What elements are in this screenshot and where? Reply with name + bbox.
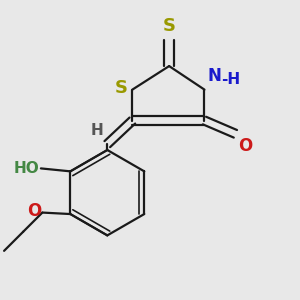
Text: S: S [115, 79, 128, 97]
Text: -H: -H [221, 72, 240, 87]
Text: N: N [207, 67, 221, 85]
Text: H: H [90, 123, 103, 138]
Text: HO: HO [14, 161, 39, 176]
Text: O: O [27, 202, 41, 220]
Text: S: S [163, 17, 176, 35]
Text: O: O [238, 137, 253, 155]
